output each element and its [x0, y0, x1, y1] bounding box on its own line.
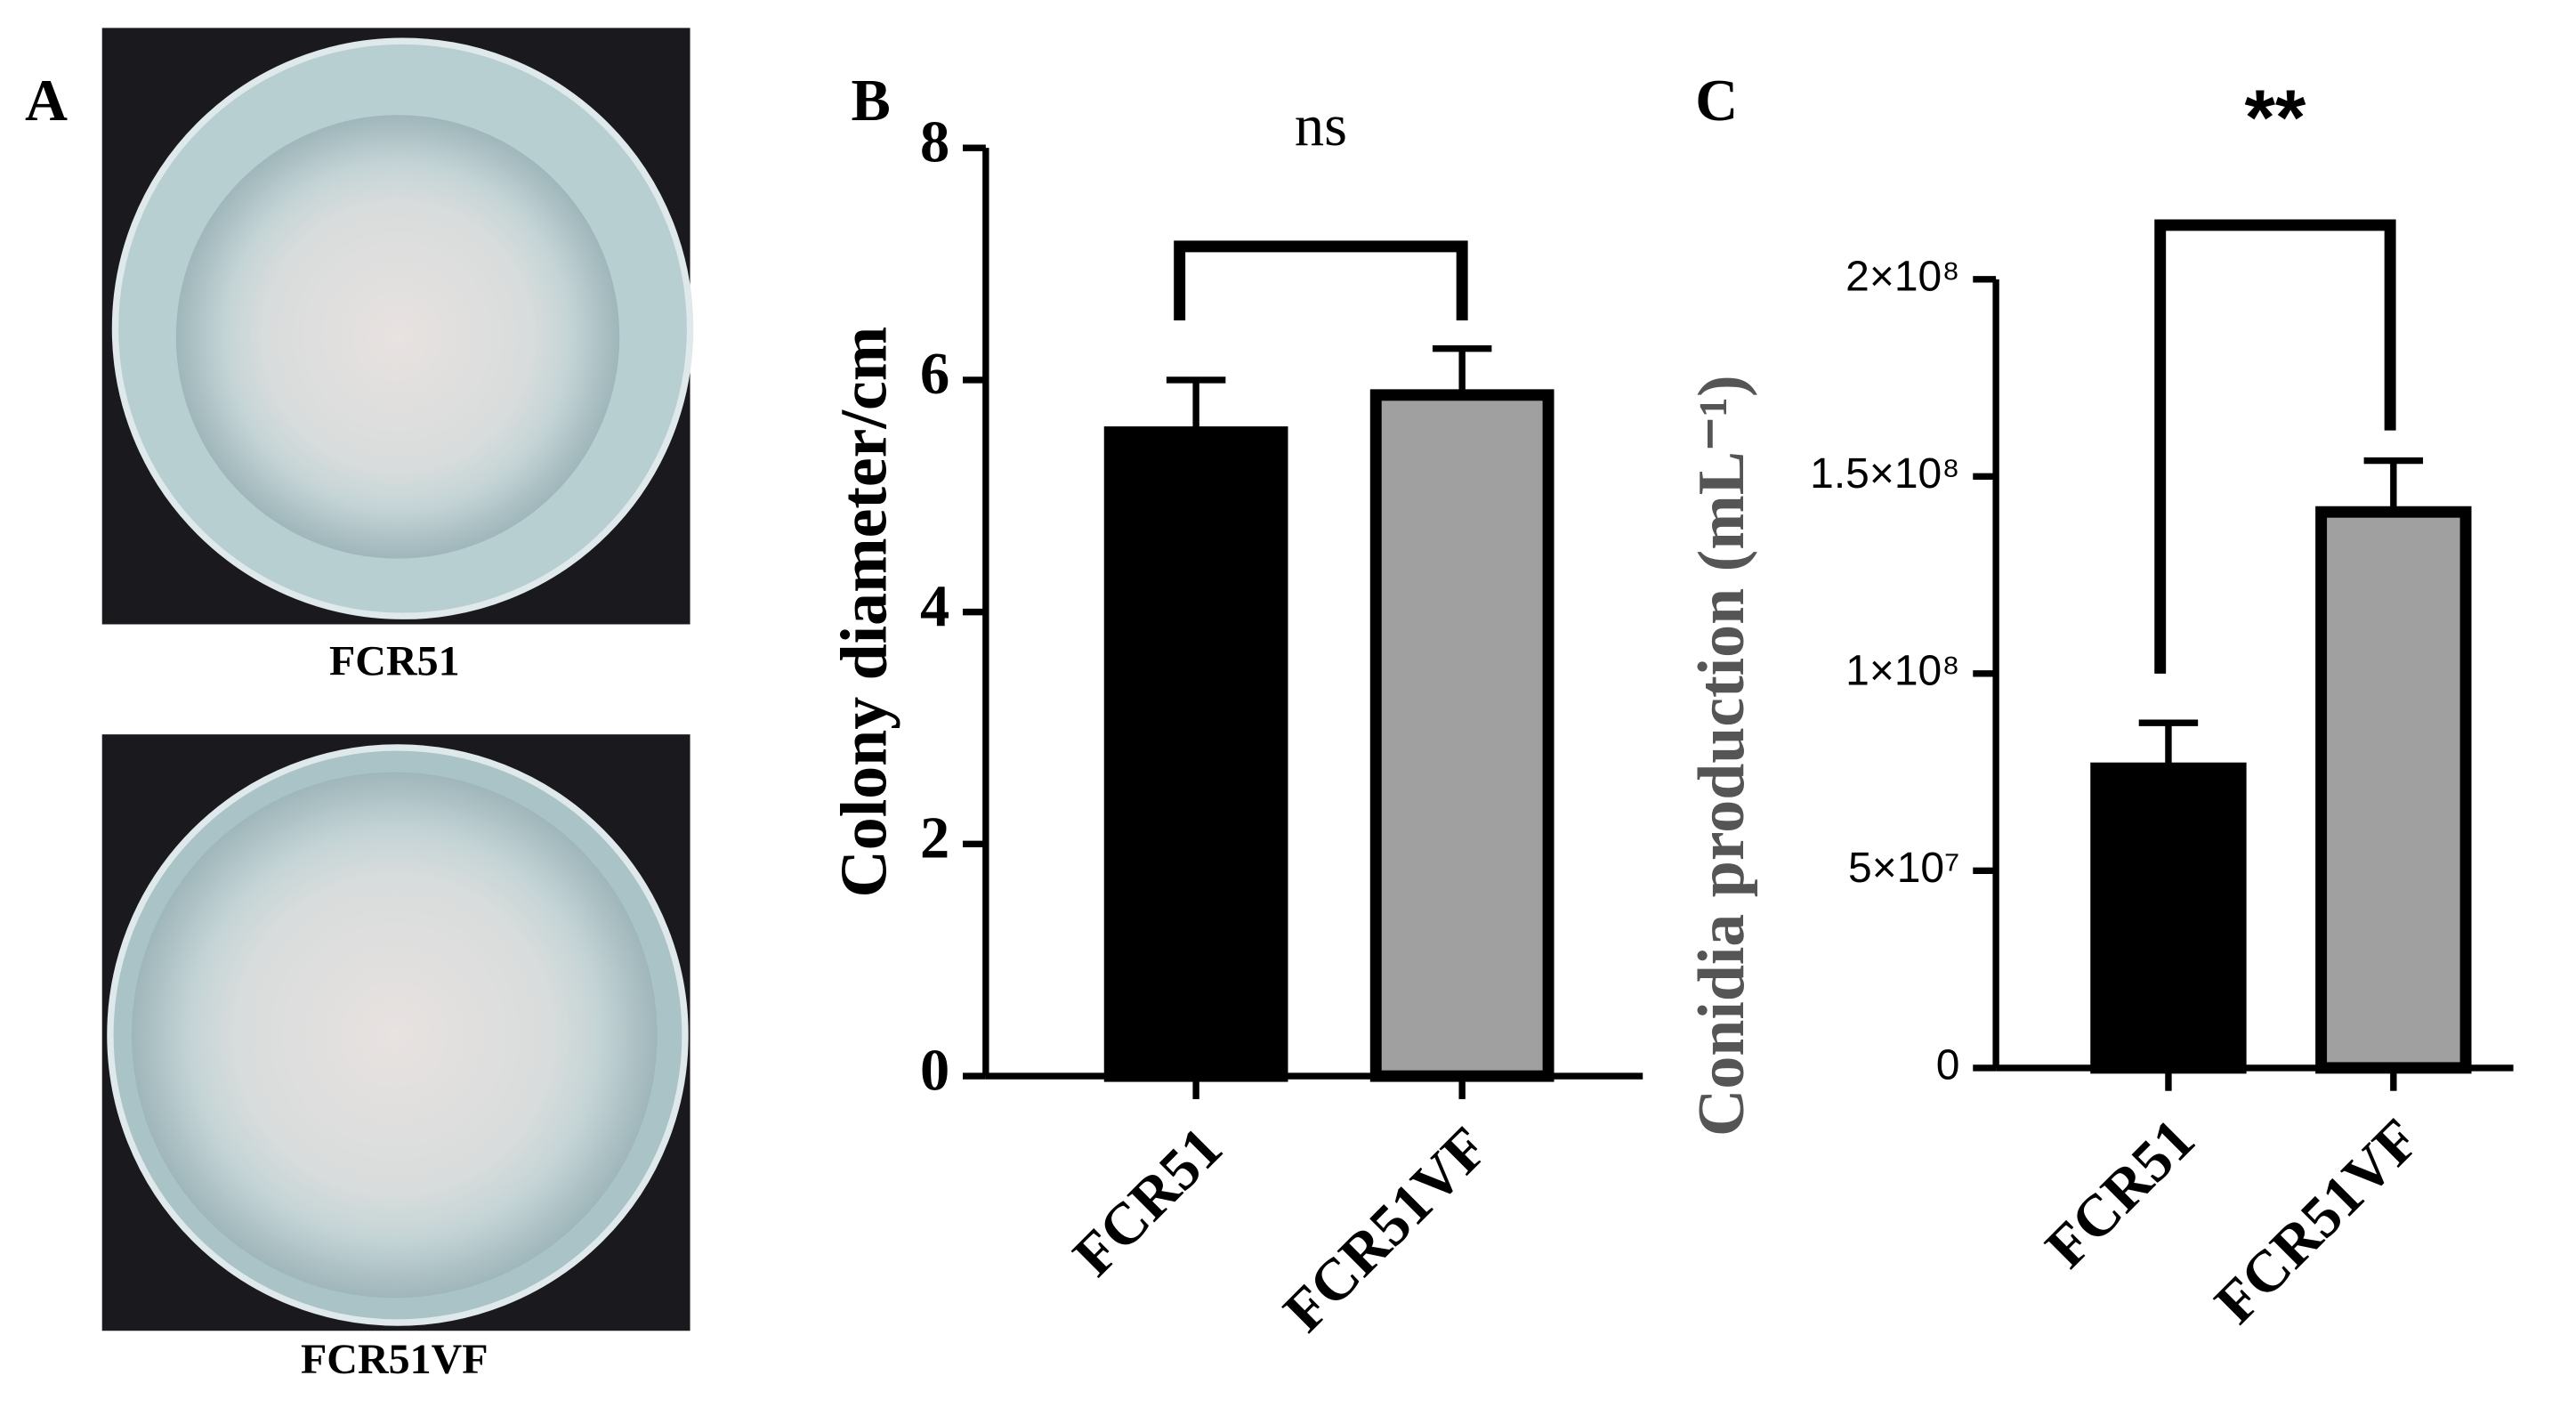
bar — [2090, 762, 2247, 1074]
y-tick-label: 0 — [1936, 1042, 1960, 1089]
y-tick-label: 1.5×10⁸ — [1810, 450, 1959, 498]
x-tick-label: FCR51 — [2033, 1106, 2207, 1280]
y-tick-label: 6 — [920, 342, 949, 407]
photo — [101, 734, 690, 1331]
significance-bracket — [1174, 240, 1468, 320]
photo-caption: FCR51 — [329, 638, 460, 685]
bar — [1369, 389, 1554, 1082]
y-tick-label: 2 — [920, 806, 949, 871]
y-tick-label: 8 — [920, 109, 949, 174]
annotation: ** — [2244, 73, 2305, 161]
annotation: ns — [1295, 93, 1347, 158]
bar — [1103, 426, 1288, 1082]
x-tick-label: FCR51VF — [1272, 1115, 1501, 1345]
y-tick-label: 2×10⁸ — [1845, 253, 1959, 300]
panel-label: B — [851, 69, 890, 134]
panel-label: C — [1695, 69, 1738, 134]
y-axis-label: Colony diameter/cm — [828, 327, 900, 898]
y-tick-label: 4 — [920, 574, 949, 639]
x-tick-label: FCR51 — [1062, 1115, 1235, 1289]
y-axis-label: Conidia production (mL⁻¹) — [1684, 375, 1757, 1137]
photo — [101, 28, 694, 625]
y-tick-label: 5×10⁷ — [1848, 845, 1959, 892]
y-tick-label: 0 — [920, 1038, 949, 1103]
bar — [2315, 506, 2472, 1074]
x-tick-label: FCR51VF — [2203, 1106, 2433, 1336]
photo-caption: FCR51VF — [301, 1336, 489, 1383]
y-tick-label: 1×10⁸ — [1845, 648, 1959, 695]
panel-label: A — [25, 69, 68, 134]
significance-bracket — [2154, 219, 2396, 674]
